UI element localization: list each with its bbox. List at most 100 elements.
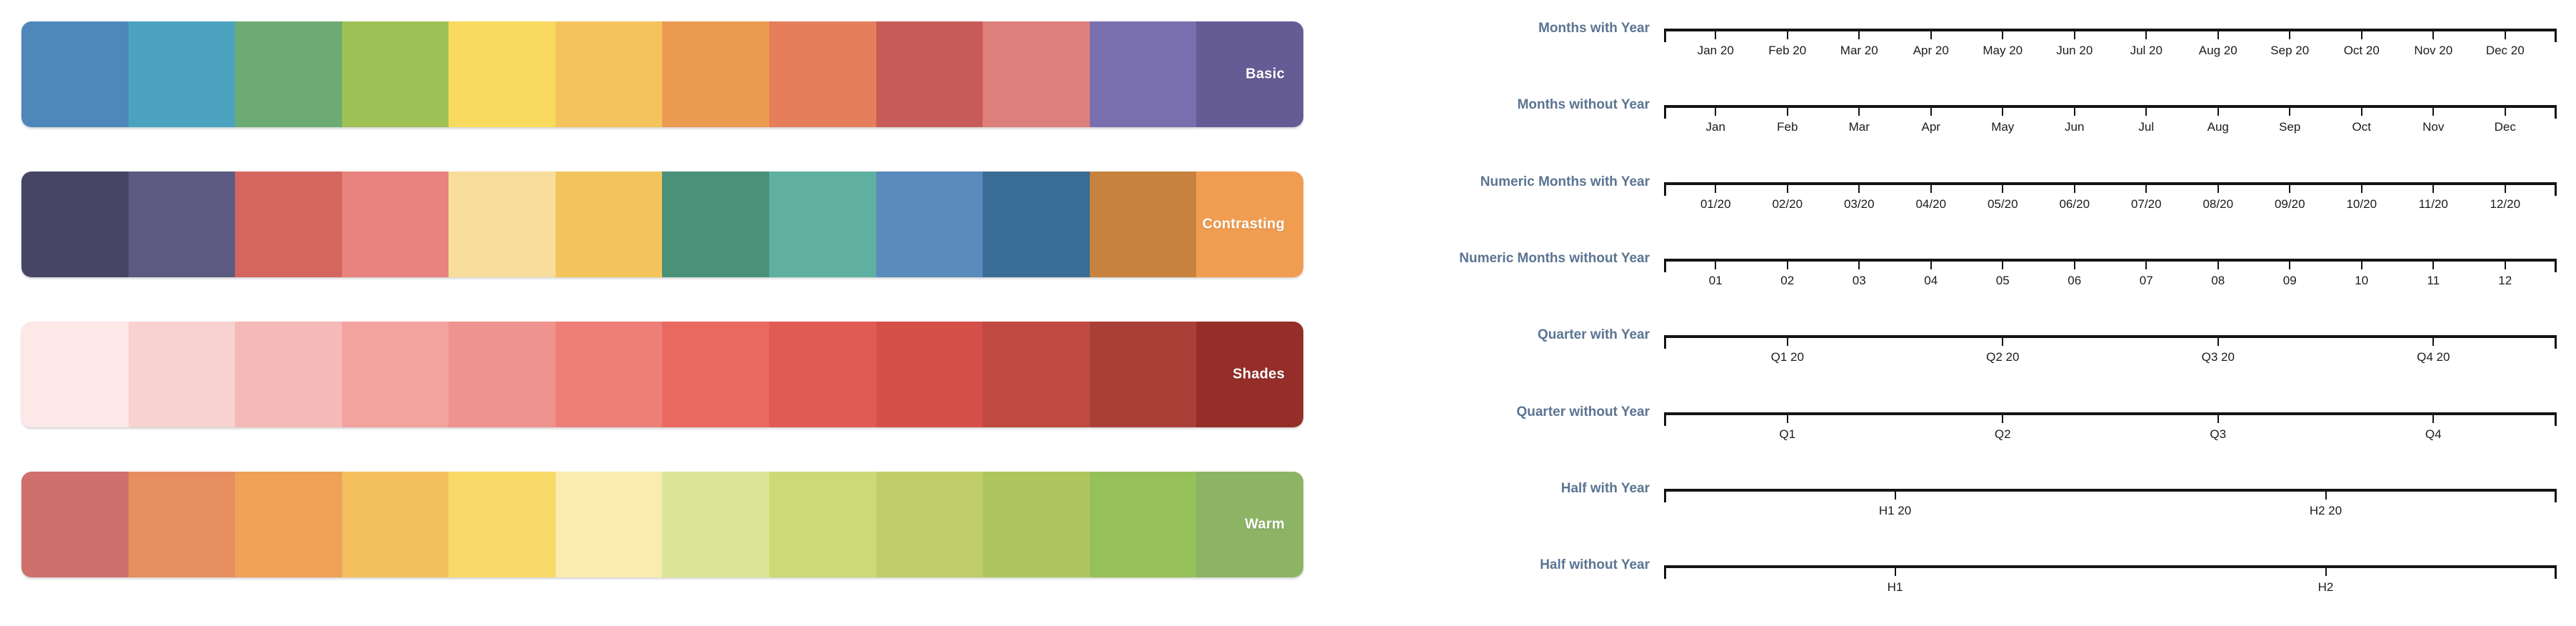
axis-end-cap-right [2555, 259, 2557, 272]
axis-tick [2432, 31, 2435, 39]
axis-tick-label: Q3 [2210, 427, 2227, 441]
axis-tick [1858, 262, 1860, 269]
axis-tick [2217, 338, 2219, 346]
color-swatch-shades-5 [448, 322, 556, 427]
color-swatch-warm-8 [769, 472, 876, 577]
axis-end-cap-left [1664, 335, 1666, 349]
axis-tick [1930, 185, 1932, 193]
axis-tick-label: 10 [2355, 274, 2369, 287]
axis-tick [2360, 262, 2362, 269]
axis-end-cap-left [1664, 565, 1666, 579]
axis-tick [2002, 31, 2004, 39]
color-swatch-warm-12 [1196, 472, 1303, 577]
color-swatch-shades-8 [769, 322, 876, 427]
axis-tick-label: 01 [1708, 274, 1723, 287]
axis-tick [2002, 262, 2004, 269]
color-swatch-contrasting-7 [662, 172, 770, 277]
axis-line [1664, 335, 2557, 338]
axis-line [1664, 412, 2557, 415]
axis-end-cap-right [2555, 29, 2557, 42]
timeline-title: Months without Year [1517, 97, 1650, 112]
palette-label: Basic [1246, 66, 1285, 82]
timeline-axis: Jan 20 Feb 20 Mar 20 Apr 20 May 20 Jun 20 Jul … [1664, 29, 2557, 71]
timeline-title: Quarter without Year [1516, 404, 1650, 419]
color-swatch-contrasting-8 [769, 172, 876, 277]
axis-tick [1786, 185, 1788, 193]
axis-tick-label: Feb 20 [1768, 44, 1807, 57]
axis-tick [2289, 185, 2291, 193]
axis-tick-label: 08 [2211, 274, 2225, 287]
axis-tick [2073, 185, 2075, 193]
axis-tick-label: H2 20 [2309, 504, 2342, 517]
axis-end-cap-right [2555, 182, 2557, 196]
axis-tick [2217, 262, 2219, 269]
palette-list: Basic Contrasting Shades Warm [21, 21, 1303, 622]
axis-end-cap-right [2555, 565, 2557, 579]
axis-tick-label: Oct [2352, 120, 2371, 134]
axis-tick-label: Aug 20 [2198, 44, 2237, 57]
axis-tick [2504, 108, 2506, 116]
axis-tick [2432, 108, 2435, 116]
axis-tick [1894, 568, 1896, 576]
axis-tick [2217, 415, 2219, 423]
axis-tick [2360, 185, 2362, 193]
color-swatch-basic-2 [128, 21, 236, 127]
axis-tick-label: 12 [2498, 274, 2512, 287]
axis-tick [2145, 108, 2147, 116]
axis-tick [1858, 185, 1860, 193]
palette-shades: Shades [21, 322, 1303, 427]
color-swatch-basic-6 [555, 21, 663, 127]
axis-tick [2073, 262, 2075, 269]
axis-tick-label: 09/20 [2274, 197, 2305, 211]
axis-tick-label: May [1991, 120, 2015, 134]
palette-basic: Basic [21, 21, 1303, 127]
axis-tick-label: 03/20 [1843, 197, 1875, 211]
axis-tick-label: Sep 20 [2270, 44, 2310, 57]
axis-tick [2325, 492, 2327, 500]
timeline-title: Half with Year [1560, 481, 1650, 496]
color-swatch-contrasting-3 [235, 172, 342, 277]
axis-tick-label: 01/20 [1700, 197, 1731, 211]
palette-contrasting: Contrasting [21, 172, 1303, 277]
palette-label: Contrasting [1202, 216, 1285, 232]
axis-tick [2002, 338, 2004, 346]
axis-line [1664, 29, 2557, 31]
axis-tick-label: 11/20 [2418, 197, 2448, 211]
timeline-title: Half without Year [1540, 557, 1650, 572]
axis-tick-label: Q4 [2425, 427, 2442, 441]
axis-tick [2002, 185, 2004, 193]
timeline-title: Quarter with Year [1538, 327, 1650, 342]
axis-tick [2073, 31, 2075, 39]
axis-tick-label: 11 [2427, 274, 2440, 287]
color-swatch-basic-12 [1196, 21, 1303, 127]
timeline-axis: 01 02 03 04 05 06 07 08 09 10 11 12 [1664, 259, 2557, 302]
color-swatch-basic-4 [341, 21, 449, 127]
axis-tick [2002, 108, 2004, 116]
axis-tick-label: Jul 20 [2130, 44, 2162, 57]
axis-tick [2325, 568, 2327, 576]
axis-tick-label: Q3 20 [2201, 350, 2235, 364]
axis-tick-label: 09 [2282, 274, 2297, 287]
color-swatch-shades-11 [1089, 322, 1197, 427]
color-swatch-basic-11 [1089, 21, 1197, 127]
palette-warm: Warm [21, 472, 1303, 577]
timeline-row-numeric-months-with-year: Numeric Months with Year 01/20 02/20 03/20 0… [1328, 174, 2576, 232]
color-swatch-warm-2 [128, 472, 236, 577]
timeline-axis: H1 20 H2 20 [1664, 489, 2557, 532]
axis-tick-label: Jan 20 [1697, 44, 1734, 57]
timeline-axis: Q1 Q2 Q3 Q4 [1664, 412, 2557, 455]
axis-tick [2289, 262, 2291, 269]
axis-tick [2145, 31, 2147, 39]
axis-tick-label: 10/20 [2346, 197, 2377, 211]
axis-tick-label: 07 [2139, 274, 2153, 287]
axis-tick-label: 02 [1780, 274, 1795, 287]
axis-tick [2145, 262, 2147, 269]
axis-tick [1786, 262, 1788, 269]
axis-tick-label: H1 [1887, 580, 1903, 594]
axis-line [1664, 105, 2557, 108]
timeline-title: Months with Year [1538, 21, 1650, 36]
timeline-row-months-without-year: Months without Year Jan Feb Mar Apr May Jun Jul… [1328, 97, 2576, 155]
axis-tick [1715, 262, 1717, 269]
axis-tick-label: Sep [2279, 120, 2301, 134]
axis-tick-label: Oct 20 [2343, 44, 2380, 57]
